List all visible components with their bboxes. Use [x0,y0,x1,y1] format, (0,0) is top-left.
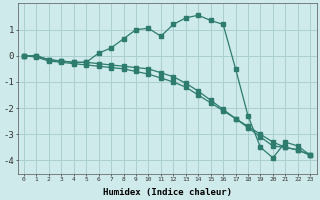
X-axis label: Humidex (Indice chaleur): Humidex (Indice chaleur) [103,188,232,197]
